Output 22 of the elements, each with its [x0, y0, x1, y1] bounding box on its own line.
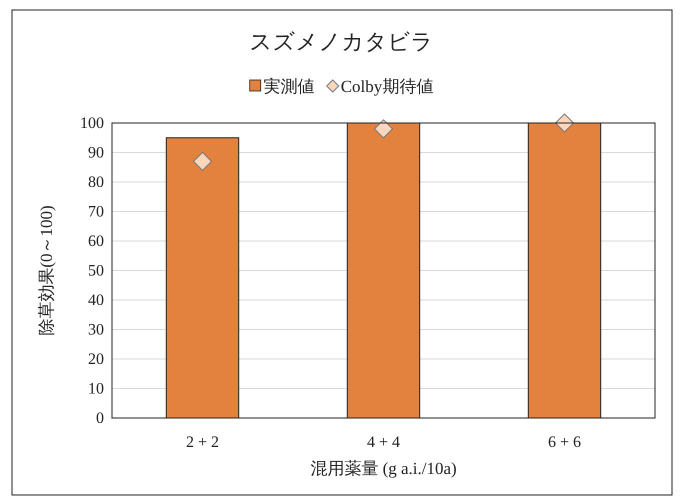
point	[555, 114, 574, 132]
y-tick-label: 70	[88, 204, 104, 220]
point	[193, 152, 212, 171]
x-tick-label: 2 + 2	[186, 434, 220, 451]
y-tick-label: 100	[80, 115, 104, 132]
y-tick-label: 10	[88, 380, 104, 398]
legend-label: Colby期待値	[340, 77, 434, 96]
point	[374, 119, 393, 138]
x-tick-label: 4 + 4	[366, 434, 400, 451]
x-tick-label: 6 + 6	[548, 434, 582, 451]
y-tick-label: 0	[96, 410, 104, 427]
chart-title: スズメノカタビラ	[250, 29, 434, 54]
y-tick-label: 30	[88, 322, 104, 338]
y-tick-label: 80	[88, 174, 104, 191]
legend-label: 実測値	[264, 77, 315, 96]
x-axis-title: 混用薬量 (g a.i./10a)	[310, 459, 457, 478]
y-tick-label: 50	[88, 262, 104, 280]
y-tick-label: 40	[88, 292, 104, 309]
y-tick-label: 60	[88, 233, 104, 250]
y-tick-label: 90	[88, 144, 104, 162]
y-axis-title: 除草効果(0～100)	[37, 205, 56, 336]
y-tick-label: 20	[88, 351, 104, 368]
